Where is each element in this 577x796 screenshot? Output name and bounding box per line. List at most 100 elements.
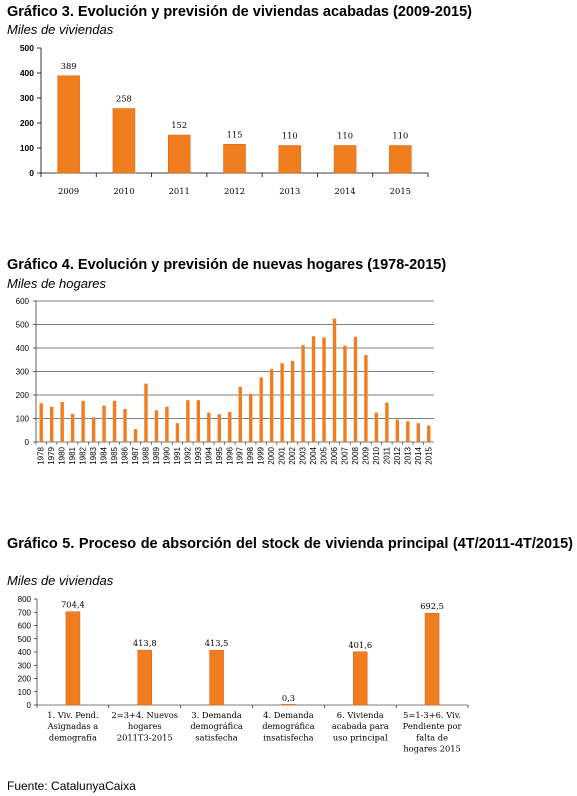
chart4-bar — [406, 421, 410, 442]
chart4-y-tick-label: 200 — [16, 391, 30, 400]
chart4-bar — [60, 402, 64, 442]
chart3-x-tick-label: 2011 — [169, 186, 190, 196]
chart3-y-tick-label: 100 — [20, 143, 34, 153]
chart5-data-label: 0,3 — [282, 693, 295, 703]
chart3-data-label: 110 — [337, 131, 353, 141]
chart4-bar — [217, 414, 221, 442]
chart5-data-label: 413,8 — [133, 638, 157, 648]
chart3-y-tick-label: 200 — [20, 118, 34, 128]
chart5-x-tick-label: 6. Vivienda — [337, 710, 384, 720]
chart4-y-tick-label: 600 — [16, 297, 30, 306]
chart4-bar — [385, 402, 389, 442]
chart4-bar — [280, 363, 284, 442]
chart4-x-tick-label: 1991 — [173, 446, 182, 464]
chart4-bar — [81, 400, 85, 442]
chart4-x-tick-label: 1979 — [47, 446, 56, 464]
chart3-data-label: 110 — [392, 131, 408, 141]
chart5-bar — [209, 649, 224, 706]
chart3-title: Gráfico 3. Evolución y previsión de vivi… — [7, 4, 473, 20]
chart4-bar — [395, 419, 400, 442]
chart5-x-tick-label: 2=3+4. Nuevos — [112, 710, 178, 720]
chart3-y-tick-label: 0 — [29, 168, 34, 178]
chart5-x-tick-label: 1. Viv. Pend. — [47, 710, 98, 720]
chart5-y-tick-label: 800 — [18, 595, 32, 604]
chart5-x-tick-label: demográfica — [262, 721, 314, 731]
chart5-x-tick-label: 2011T3-2015 — [117, 732, 173, 742]
chart3-x-tick-label: 2009 — [58, 186, 79, 196]
chart4-bar — [154, 410, 159, 442]
chart5-y-tick-label: 400 — [18, 648, 32, 657]
chart3-bar — [112, 108, 136, 174]
chart3-bar — [223, 144, 246, 174]
chart5-x-tick-label: Asignadas a — [47, 721, 99, 731]
chart5-y-tick-label: 500 — [18, 635, 32, 644]
chart4-x-tick-label: 1997 — [236, 446, 245, 464]
chart5-x-tick-label: 4. Demanda — [263, 710, 314, 720]
chart4-x-tick-label: 1982 — [79, 446, 88, 464]
chart4-x-tick-label: 2009 — [361, 446, 370, 464]
chart4-bar — [186, 400, 190, 442]
chart5-x-tick-label: insatisfecha — [263, 732, 313, 742]
chart4-x-tick-label: 1992 — [183, 446, 192, 464]
chart4-bar — [50, 406, 54, 442]
chart4-x-tick-label: 2002 — [288, 446, 297, 464]
chart4-bar — [301, 345, 305, 442]
chart4-x-tick-label: 1980 — [58, 446, 67, 464]
chart4-bar — [133, 429, 138, 442]
chart4-x-tick-label: 2008 — [351, 446, 360, 464]
chart4-x-tick-label: 1983 — [89, 446, 98, 464]
chart4-y-tick-label: 100 — [16, 415, 30, 424]
chart4-bar — [353, 336, 358, 442]
chart5-y-tick-label: 600 — [18, 622, 32, 631]
chart4-x-tick-label: 1978 — [37, 446, 46, 464]
chart3-bar — [389, 145, 412, 174]
chart4-x-tick-label: 2011 — [382, 446, 391, 464]
chart4-x-tick-label: 2012 — [393, 446, 402, 464]
chart4-x-tick-label: 1995 — [215, 446, 224, 464]
chart5-y-tick-label: 100 — [18, 688, 32, 697]
chart4-x-tick-label: 1986 — [121, 446, 130, 464]
chart4-y-tick-label: 0 — [25, 438, 30, 447]
chart5-title: Gráfico 5. Proceso de absorción del stoc… — [7, 536, 573, 552]
chart4-x-tick-label: 2015 — [424, 446, 433, 464]
chart4-x-tick-label: 1994 — [204, 446, 213, 464]
chart3-x-tick-label: 2013 — [279, 186, 300, 196]
chart4-x-tick-label: 2000 — [267, 446, 276, 464]
chart3-y-tick-label: 300 — [20, 93, 34, 103]
chart5-bar — [353, 651, 368, 706]
chart3-data-label: 115 — [227, 129, 243, 139]
chart4-x-tick-label: 2004 — [309, 446, 318, 464]
chart4-bar — [374, 412, 379, 442]
chart5-svg: 0 100 200 300 400 500 600 700 800 704,4 1. Viv. Pe… — [18, 595, 469, 754]
chart3-data-label: 258 — [116, 94, 132, 104]
chart4-x-tick-label: 1999 — [257, 446, 266, 464]
chart5-data-label: 692,5 — [420, 601, 444, 611]
chart5-x-tick-label: 5=1-3+6. Viv. — [403, 710, 461, 720]
chart5-bar — [137, 649, 152, 706]
chart5-x-tick-label: 3. Demanda — [191, 710, 242, 720]
chart4-bar — [91, 417, 96, 442]
chart4-bar — [311, 336, 316, 442]
chart4-x-tick-label: 1984 — [100, 446, 109, 464]
chart4-bar — [112, 400, 117, 442]
chart5-x-tick-label: falta de — [416, 732, 448, 742]
source-note: Fuente: CatalunyaCaixa — [7, 779, 136, 793]
chart4-bar — [322, 337, 326, 442]
chart5-x-tick-label: demografía — [49, 732, 97, 742]
chart4-bar — [196, 400, 201, 442]
chart4-unit-label: Miles de hogares — [7, 276, 106, 291]
chart4-x-tick-label: 1988 — [141, 446, 150, 464]
chart3-bar — [333, 145, 357, 174]
chart3-y-tick-label: 500 — [20, 43, 34, 53]
chart4-x-tick-label: 2013 — [403, 446, 412, 464]
chart4-x-tick-label: 2006 — [330, 446, 339, 464]
chart4-bar — [102, 405, 106, 442]
chart5-y-tick-label: 200 — [18, 675, 32, 684]
chart4-bar — [238, 386, 242, 442]
chart5-y-tick-label: 700 — [18, 608, 32, 617]
chart5-y-tick-label: 0 — [27, 701, 32, 710]
chart4-x-tick-label: 2007 — [340, 446, 349, 464]
chart4-bar — [165, 406, 169, 442]
chart4-x-tick-label: 1990 — [162, 446, 171, 464]
